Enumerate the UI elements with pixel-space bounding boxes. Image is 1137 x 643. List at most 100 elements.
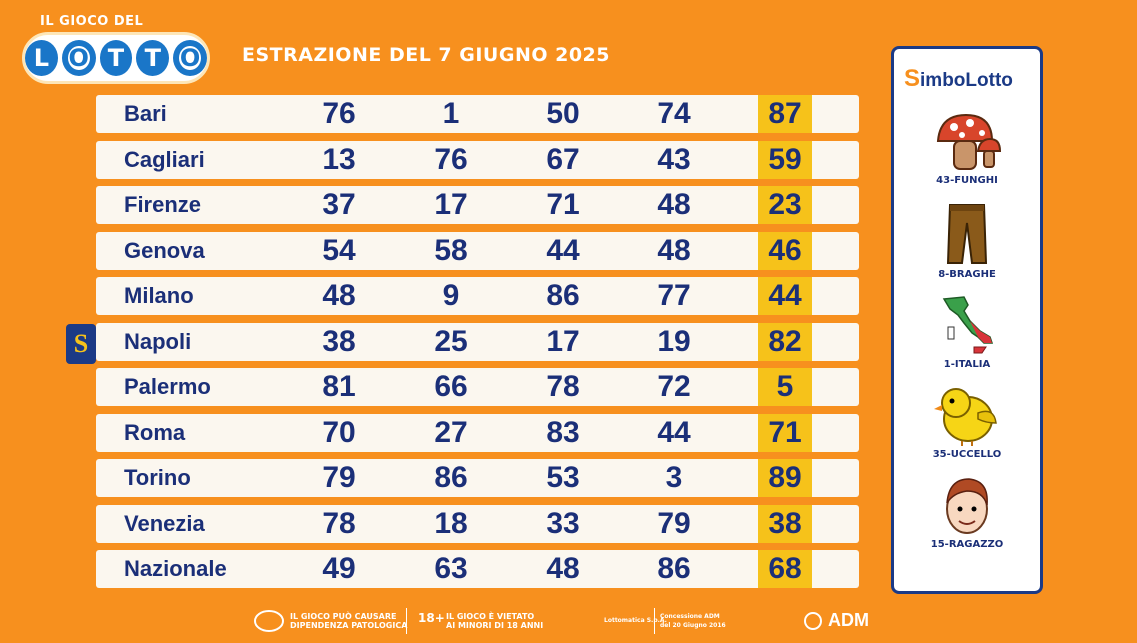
- footer-warning-1-line1: IL GIOCO PUÒ CAUSARE: [290, 612, 397, 621]
- draw-number: 70: [322, 415, 356, 449]
- simbolotto-title-rest: imboLotto: [920, 70, 1013, 91]
- draw-number: 67: [546, 142, 580, 176]
- symbol-label: 1-ITALIA: [943, 359, 991, 370]
- draw-number: 54: [322, 233, 356, 267]
- logo-small-text: IL GIOCO DEL: [40, 14, 144, 29]
- concession-line1: Concessione ADM: [660, 613, 720, 620]
- footer-warning-1-line2: DIPENDENZA PATOLOGICA: [290, 621, 408, 630]
- draw-number-highlight: 89: [758, 459, 812, 497]
- city-name: Napoli: [124, 328, 192, 354]
- table-row: Genova 54 58 44 48 46: [96, 231, 859, 270]
- draw-number: 37: [322, 188, 356, 221]
- draw-number: 3: [665, 461, 683, 494]
- boy-face-icon: [946, 478, 988, 534]
- city-name: Milano: [124, 283, 194, 308]
- draw-number: 78: [322, 506, 356, 540]
- draw-number: 17: [546, 324, 580, 358]
- draw-number: 38: [322, 324, 356, 358]
- city-name: Palermo: [124, 374, 211, 399]
- footer-divider: [406, 608, 407, 634]
- table-row: Torino 79 86 53 3 89: [96, 459, 859, 497]
- footer-divider: [654, 608, 655, 634]
- draw-number-highlight: 46: [758, 231, 812, 270]
- symbol-label: 15-RAGAZZO: [930, 539, 1004, 550]
- draw-number-highlight: 59: [758, 140, 812, 179]
- adm-emblem-icon: [804, 612, 822, 630]
- draw-number-highlight: 71: [758, 413, 812, 452]
- symbol-item: 1-ITALIA: [894, 293, 1040, 370]
- city-name: Venezia: [124, 510, 205, 536]
- draw-number: 53: [546, 461, 580, 494]
- concession-line2: del 20 Giugno 2016: [660, 622, 726, 629]
- logo-letter: T: [99, 40, 133, 76]
- draw-number: 74: [657, 97, 691, 130]
- simbolotto-title: SimboLotto: [904, 65, 1013, 93]
- draw-number: 17: [434, 188, 468, 221]
- footer: IL GIOCO PUÒ CAUSARE DIPENDENZA PATOLOGI…: [250, 604, 890, 640]
- draw-number-highlight: 82: [758, 322, 812, 361]
- draw-number-highlight: 38: [758, 504, 812, 543]
- city-name: Firenze: [124, 192, 202, 217]
- bird-icon: [934, 388, 997, 446]
- draw-number: 86: [657, 552, 691, 585]
- symbol-item: 43-FUNGHI: [894, 111, 1040, 186]
- table-row: Palermo 81 66 78 72 5: [96, 368, 859, 406]
- logo-pill: L O T T O: [22, 32, 210, 84]
- draw-number: 83: [546, 415, 580, 449]
- draw-number: 1: [442, 97, 460, 130]
- concession-info: Concessione ADM del 20 Giugno 2016: [660, 612, 726, 630]
- city-name: Cagliari: [124, 146, 205, 172]
- draw-number-highlight: 5: [758, 368, 812, 406]
- table-row: Roma 70 27 83 44 71: [96, 413, 859, 452]
- city-name: Bari: [124, 101, 167, 126]
- draw-number: 13: [322, 142, 356, 176]
- mushroom-icon: [936, 113, 1002, 170]
- symbol-label: 8-BRAGHE: [938, 269, 996, 280]
- draw-number: 81: [322, 370, 356, 403]
- draw-number: 72: [657, 370, 691, 403]
- draw-number: 44: [657, 415, 691, 449]
- trousers-icon: [946, 204, 988, 264]
- draw-number: 9: [442, 279, 460, 312]
- draw-number: 27: [434, 415, 468, 449]
- table-row: Nazionale 49 63 48 86 68: [96, 550, 859, 588]
- company-name: Lottomatica S.p.A.: [604, 617, 667, 624]
- logo-letter: T: [136, 40, 170, 76]
- table-row: Napoli 38 25 17 19 82: [96, 322, 859, 361]
- draw-number: 50: [546, 97, 580, 130]
- draw-number: 33: [546, 506, 580, 540]
- draw-number: 76: [434, 142, 468, 176]
- draw-number: 18: [434, 506, 468, 540]
- symbol-item: 15-RAGAZZO: [894, 473, 1040, 550]
- italy-map-icon: [942, 296, 994, 354]
- draw-number: 77: [657, 279, 691, 312]
- logo-letter: L: [25, 40, 58, 76]
- age-limit: 18+: [418, 611, 445, 625]
- city-name: Nazionale: [124, 556, 227, 581]
- table-row: Cagliari 13 76 67 43 59: [96, 140, 859, 179]
- draw-number: 79: [322, 461, 356, 494]
- logo-letter: O: [173, 40, 207, 76]
- table-row: Milano 48 9 86 77 44: [96, 277, 859, 315]
- draw-number: 63: [434, 552, 468, 585]
- draw-number-highlight: 68: [758, 550, 812, 588]
- footer-warning-2-line1: IL GIOCO È VIETATO: [446, 612, 535, 621]
- draw-number: 86: [434, 461, 468, 494]
- symbol-label: 43-FUNGHI: [936, 175, 998, 186]
- draw-number-highlight: 44: [758, 277, 812, 315]
- city-name: Genova: [124, 237, 205, 263]
- draw-number: 19: [657, 324, 691, 358]
- results-table: Bari 76 1 50 74 87 Cagliari 13 76 67 43 …: [96, 95, 859, 596]
- draw-number: 66: [434, 370, 468, 403]
- footer-warning-1: IL GIOCO PUÒ CAUSARE DIPENDENZA PATOLOGI…: [290, 612, 407, 630]
- table-row: Bari 76 1 50 74 87: [96, 95, 859, 133]
- draw-number: 71: [546, 188, 580, 221]
- draw-number: 79: [657, 506, 691, 540]
- simbolotto-title-s: S: [904, 65, 921, 92]
- draw-number: 48: [546, 552, 580, 585]
- draw-number: 48: [657, 188, 691, 221]
- draw-number-highlight: 87: [758, 95, 812, 133]
- draw-number: 44: [546, 233, 580, 267]
- draw-number: 78: [546, 370, 580, 403]
- city-name: Torino: [124, 465, 191, 490]
